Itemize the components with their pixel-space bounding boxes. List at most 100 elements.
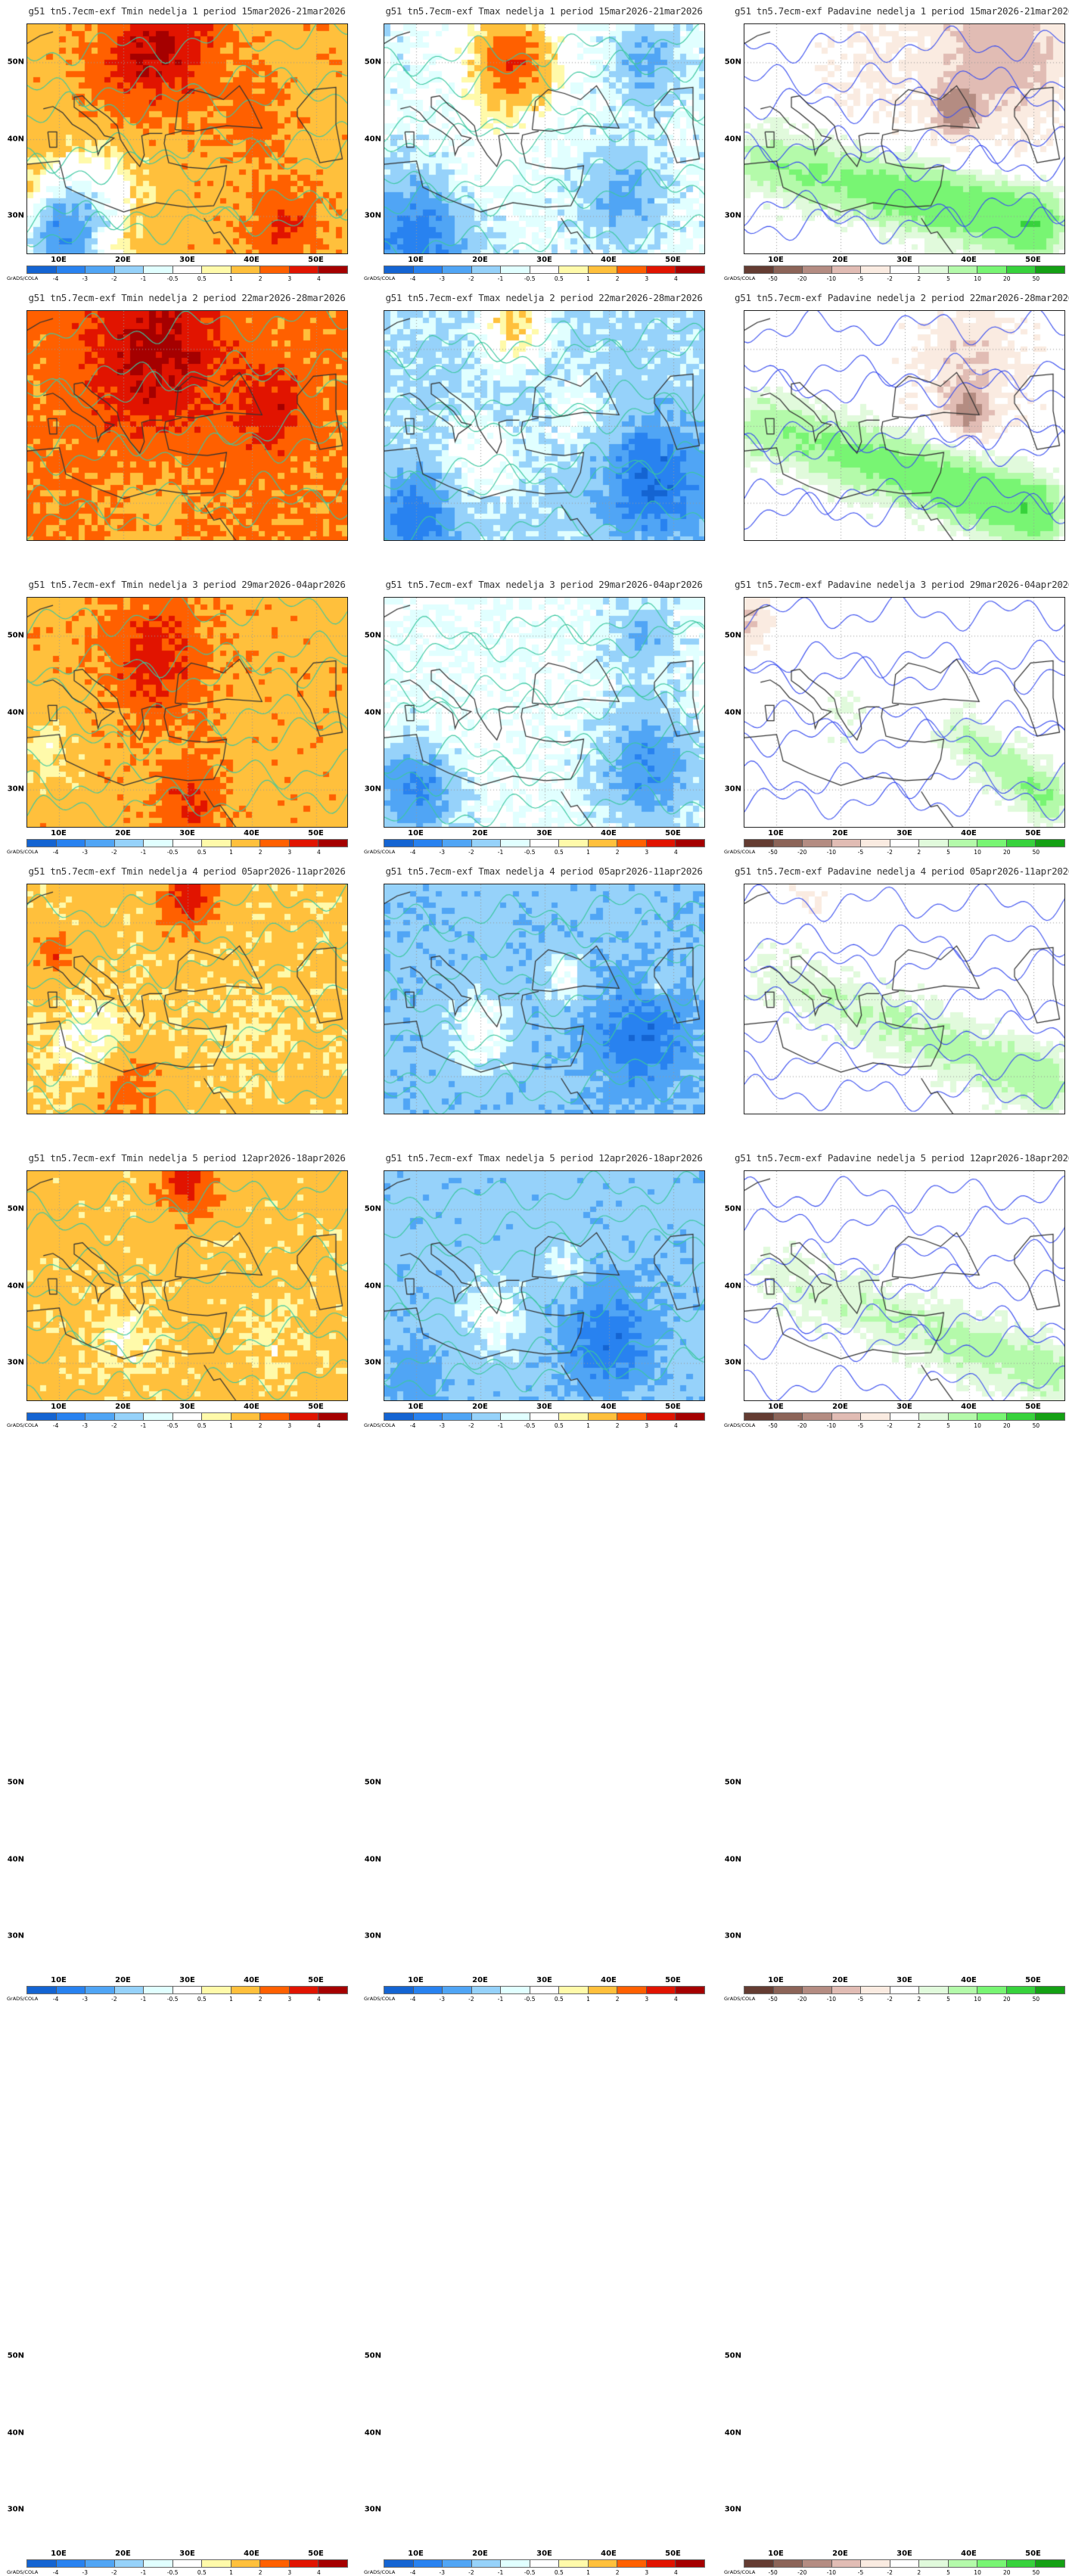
colorbar-tick-label: -1 (497, 1996, 504, 2003)
colorbar-swatch (890, 2560, 920, 2567)
colorbar-tick-label: -1 (140, 1422, 147, 1429)
colorbar-swatch (977, 1987, 1007, 1993)
map-panel-tmax-week-1: g51 tn5.7ecm-exf Tmax nedelja 1 period 1… (0, 0, 1069, 287)
colorbar-swatch (202, 1413, 232, 1420)
colorbar-swatch (588, 1987, 618, 1993)
colorbar-swatch (617, 266, 647, 273)
colorbar-swatch (501, 266, 530, 273)
colorbar-swatch (831, 266, 862, 273)
colorbar-swatch (919, 2560, 949, 2567)
map-title: g51 tn5.7ecm-exf Tmax nedelja 2 period 2… (385, 292, 703, 303)
colorbar-tick-label: 3 (645, 1422, 649, 1429)
colorbar-swatch (1006, 2560, 1036, 2567)
colorbar-tick-label: 3 (645, 275, 649, 282)
colorbar-tick-label: 5 (946, 1422, 950, 1429)
colorbar-swatch (530, 1987, 560, 1993)
map-title: g51 tn5.7ecm-exf Tmax nedelja 3 period 2… (385, 579, 703, 590)
grads-credit: GrADS/COLA (364, 275, 396, 281)
colorbar-swatch (202, 840, 232, 847)
latitude-label: 50N (7, 631, 24, 640)
latitude-label: 50N (7, 1204, 24, 1213)
colorbar-swatch (803, 840, 832, 847)
anomaly-heatmap (384, 598, 704, 827)
longitude-label: 30E (536, 2550, 552, 2558)
longitude-label: 40E (244, 1976, 259, 1984)
colorbar-tick-label: -2 (468, 849, 474, 856)
longitude-label: 20E (115, 1403, 131, 1411)
colorbar (26, 1986, 348, 1994)
colorbar-swatch (1036, 1413, 1065, 1420)
colorbar-tick-label: 4 (316, 849, 321, 856)
colorbar-tick-label: 0.5 (197, 849, 207, 856)
colorbar-swatch (443, 1987, 472, 1993)
colorbar-swatch (443, 840, 472, 847)
colorbar-tick-label: -50 (768, 1422, 778, 1429)
colorbar-swatch (471, 266, 502, 273)
anomaly-heatmap (744, 1171, 1064, 1400)
colorbar-swatch (744, 1987, 774, 1993)
map-title: g51 tn5.7ecm-exf Tmin nedelja 1 period 1… (28, 5, 346, 17)
colorbar-tick-label: 0.5 (554, 849, 564, 856)
colorbar-tick-label: -4 (409, 275, 416, 282)
map-panel-precip-week-2: g51 tn5.7ecm-exf Padavine nedelja 2 peri… (0, 287, 1069, 856)
colorbar-swatch (85, 840, 115, 847)
colorbar-swatch (803, 1413, 832, 1420)
colorbar-tick-label: 2 (258, 849, 263, 856)
colorbar-tick-label: -2 (887, 849, 893, 856)
colorbar-swatch (114, 266, 145, 273)
latitude-label: 50N (364, 1204, 381, 1213)
colorbar-tick-label: -0.5 (524, 275, 536, 282)
longitude-label: 10E (408, 256, 424, 264)
grads-credit: GrADS/COLA (7, 2569, 39, 2575)
grads-credit: GrADS/COLA (724, 2569, 756, 2575)
colorbar (384, 839, 705, 847)
colorbar-tick-label: -4 (52, 1996, 59, 2003)
latitude-label: 40N (724, 708, 741, 716)
colorbar-swatch (289, 840, 319, 847)
longitude-label: 20E (832, 256, 848, 264)
map-frame (744, 597, 1065, 828)
colorbar-swatch (289, 2560, 319, 2567)
latitude-label: 50N (7, 57, 24, 67)
longitude-label: 40E (601, 829, 617, 837)
longitude-label: 40E (961, 829, 977, 837)
colorbar-tick-label: 2 (615, 849, 620, 856)
colorbar-tick-label: 0.5 (197, 2569, 207, 2576)
colorbar-swatch (559, 1413, 589, 1420)
colorbar-swatch (948, 2560, 978, 2567)
colorbar-tick-label: -2 (887, 1422, 893, 1429)
map-title: g51 tn5.7ecm-exf Tmax nedelja 1 period 1… (385, 5, 703, 17)
map-panel-tmin-week-5: g51 tn5.7ecm-exf Tmin nedelja 5 period 1… (0, 1147, 1069, 2576)
colorbar-swatch (85, 2560, 115, 2567)
grads-credit: GrADS/COLA (7, 275, 39, 281)
colorbar-swatch (948, 266, 978, 273)
grads-credit: GrADS/COLA (7, 1422, 39, 1428)
longitude-label: 30E (897, 1976, 912, 1984)
colorbar-tick-label: -0.5 (166, 1996, 179, 2003)
anomaly-heatmap (384, 311, 704, 540)
latitude-label: 30N (724, 785, 741, 794)
colorbar-tick-label: 0.5 (554, 2569, 564, 2576)
latitude-label: 30N (364, 1931, 381, 1941)
colorbar-tick-label: 1 (229, 275, 233, 282)
colorbar-tick-label: 10 (974, 849, 981, 856)
colorbar-tick-label: 3 (287, 275, 292, 282)
colorbar-tick-label: 20 (1002, 849, 1011, 856)
colorbar-tick-label: -2 (468, 2569, 474, 2576)
colorbar-tick-label: 50 (1032, 1422, 1040, 1429)
longitude-label: 50E (665, 2550, 681, 2558)
anomaly-heatmap (744, 24, 1064, 253)
map-title: g51 tn5.7ecm-exf Tmin nedelja 5 period 1… (28, 1152, 346, 1164)
colorbar-swatch (501, 840, 530, 847)
colorbar-tick-label: 2 (917, 1422, 921, 1429)
anomaly-heatmap (27, 1171, 347, 1400)
colorbar-tick-label: -3 (82, 275, 89, 282)
colorbar-swatch (289, 266, 319, 273)
colorbar-swatch (803, 2560, 832, 2567)
grads-credit: GrADS/COLA (7, 1996, 39, 2002)
colorbar-swatch (919, 840, 949, 847)
longitude-label: 30E (536, 1403, 552, 1411)
colorbar-tick-label: -20 (797, 275, 807, 282)
latitude-label: 30N (7, 2505, 24, 2514)
colorbar-swatch (676, 1413, 705, 1420)
